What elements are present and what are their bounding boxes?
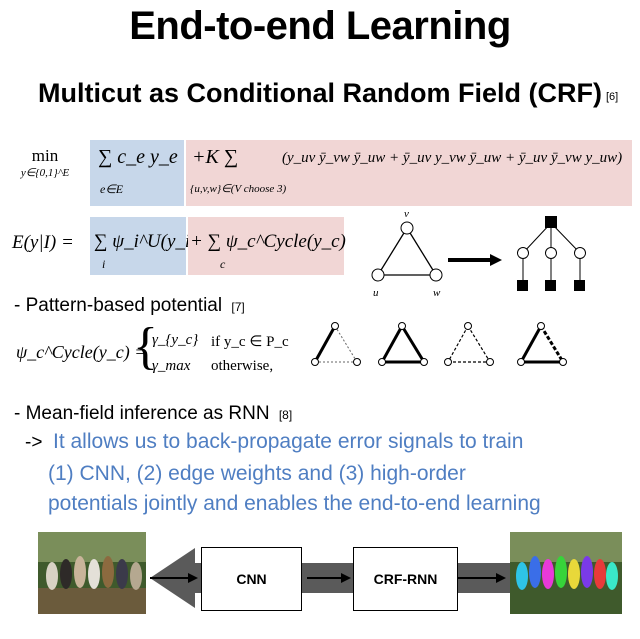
subtitle-citation: [6] [605, 91, 619, 103]
energy-unary-sub: i [102, 257, 106, 271]
output-segmentation [510, 532, 622, 614]
arrow-icon-2 [307, 573, 351, 583]
cycle-sum: +K ∑ [192, 146, 239, 168]
case2-condition: otherwise, [211, 358, 274, 374]
meanfield-bullet: - Mean-field inference as RNN [8] [14, 403, 292, 425]
input-photo [38, 532, 146, 614]
energy-cycle-sub: c [220, 257, 226, 271]
case2-value: γ_max [152, 358, 191, 374]
pattern-triangle-3 [444, 322, 494, 366]
unary-domain: e∈E [100, 182, 124, 196]
crf-rnn-label: CRF-RNN [373, 571, 438, 587]
sub-bullet-arrow: -> [25, 432, 43, 453]
cnn-block: CNN [201, 547, 302, 611]
energy-unary: ∑ ψ_i^U(y_i) [94, 231, 197, 252]
cycle-term-box: +K ∑ {u,v,w}∈(V choose 3) (y_uv ȳ_vw ȳ_u… [186, 140, 632, 206]
pattern-triangle-1 [311, 322, 361, 366]
accent-line-1: It allows us to back-propagate error sig… [53, 430, 524, 453]
cycle-terms: (y_uv ȳ_vw ȳ_uw + ȳ_uv y_vw ȳ_uw + ȳ_uv … [282, 150, 623, 166]
pattern-triangle-2 [378, 322, 428, 366]
energy-cycle-box: + ∑ ψ_c^Cycle(y_c) c [188, 217, 346, 275]
pattern-bullet-text: - Pattern-based potential [14, 295, 223, 316]
min-operator: min y∈{0,1}^E [10, 146, 80, 179]
arrow-icon-3 [458, 573, 506, 583]
case1-condition: if y_c ∈ P_c [211, 334, 289, 350]
energy-cycle: + ∑ ψ_c^Cycle(y_c) [190, 231, 346, 252]
slide-subtitle: Multicut as Conditional Random Field (CR… [38, 78, 618, 109]
slide-title: End-to-end Learning [129, 4, 511, 48]
cycle-patterns [311, 322, 567, 366]
accent-line-2: (1) CNN, (2) edge weights and (3) high-o… [48, 462, 466, 485]
meanfield-bullet-text: - Mean-field inference as RNN [14, 403, 270, 424]
pattern-bullet: - Pattern-based potential [7] [14, 295, 245, 317]
energy-unary-box: ∑ ψ_i^U(y_i) i [90, 217, 196, 275]
node-u-label: u [373, 287, 379, 299]
unary-term: ∑ c_e y_e [98, 146, 178, 168]
cases-brace: { [133, 318, 158, 375]
factor-tree [517, 216, 586, 291]
potential-lhs: ψ_c^Cycle(y_c) = [16, 342, 147, 362]
meanfield-citation: [8] [278, 408, 293, 422]
min-domain: y∈{0,1}^E [20, 167, 70, 179]
arrow-icon-1 [150, 573, 198, 583]
cycle-to-tree-diagram: v u w [371, 208, 586, 299]
node-v-label: v [404, 208, 409, 220]
pattern-citation: [7] [231, 300, 245, 314]
case1-value: γ_{y_c} [152, 332, 199, 348]
subtitle-text: Multicut as Conditional Random Field (CR… [38, 78, 602, 108]
pattern-triangle-4 [517, 322, 567, 366]
cycle-domain: {u,v,w}∈(V choose 3) [190, 183, 287, 195]
energy-lhs: E(y|I) = [12, 232, 74, 253]
accent-line-3: potentials jointly and enables the end-t… [48, 492, 541, 515]
cnn-label: CNN [236, 571, 267, 587]
min-label: min [31, 146, 59, 165]
pipeline-diagram [38, 532, 622, 614]
node-w-label: w [433, 287, 441, 299]
triangle-graph: v u w [371, 208, 443, 299]
unary-term-box: ∑ c_e y_e e∈E [90, 140, 184, 206]
crf-rnn-block: CRF-RNN [353, 547, 458, 611]
right-arrow-icon [448, 254, 502, 266]
